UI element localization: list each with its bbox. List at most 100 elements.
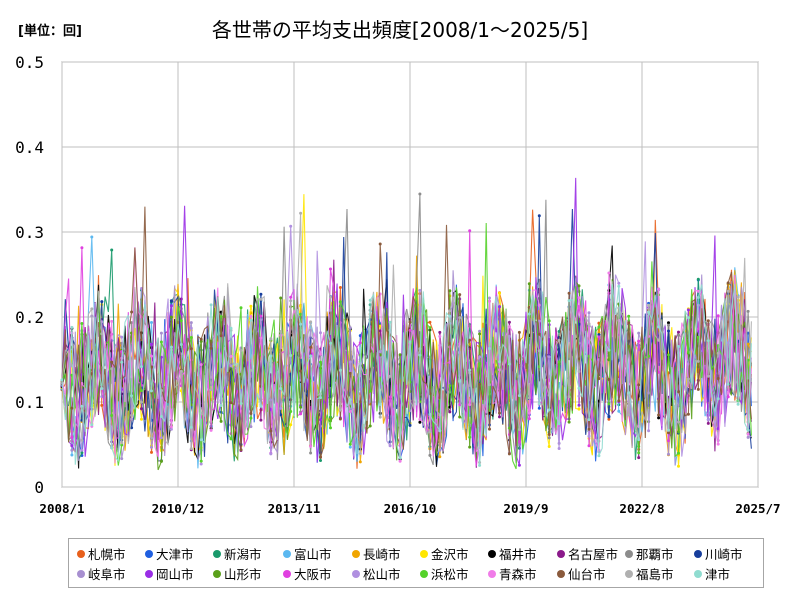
data-point — [557, 360, 561, 364]
data-point — [150, 342, 153, 346]
data-point — [159, 436, 163, 440]
data-point — [70, 453, 74, 457]
data-point — [746, 435, 750, 439]
data-point — [537, 332, 541, 336]
data-point — [597, 335, 601, 339]
legend-marker — [488, 549, 496, 558]
data-point — [289, 295, 293, 299]
data-point — [299, 322, 303, 326]
legend-marker — [625, 569, 633, 578]
data-point — [239, 306, 243, 310]
data-point — [80, 451, 84, 455]
data-point — [219, 419, 223, 423]
data-point — [110, 414, 114, 417]
data-point — [667, 321, 670, 325]
data-point — [189, 326, 193, 330]
data-point — [329, 341, 332, 345]
data-point — [140, 400, 143, 404]
data-point — [219, 404, 223, 407]
data-point — [368, 389, 372, 393]
data-point — [746, 342, 750, 346]
data-point — [657, 325, 661, 329]
data-point — [189, 347, 193, 351]
data-point — [438, 330, 442, 334]
data-point — [537, 406, 541, 410]
data-point — [130, 413, 134, 417]
data-point — [517, 394, 521, 398]
data-point — [627, 413, 631, 417]
data-point — [677, 403, 680, 407]
legend-item: 仙台市 — [557, 564, 606, 583]
data-point — [348, 410, 352, 413]
data-point — [319, 418, 322, 422]
data-point — [140, 365, 143, 369]
x-tick-label: 2008/1 — [39, 501, 84, 516]
data-point — [90, 307, 94, 311]
data-point — [100, 387, 104, 390]
data-point — [289, 299, 293, 303]
data-point — [677, 420, 680, 424]
data-point — [159, 331, 163, 335]
data-point — [338, 417, 342, 421]
data-point — [279, 330, 283, 333]
data-point — [199, 462, 203, 466]
legend-item: 津市 — [694, 564, 730, 583]
data-point — [458, 316, 462, 320]
data-point — [110, 367, 114, 371]
data-point — [219, 315, 223, 318]
data-point — [90, 372, 94, 376]
legend-label: 津市 — [705, 567, 731, 582]
series-line — [61, 213, 752, 463]
data-point — [647, 303, 651, 307]
data-point — [319, 352, 322, 356]
data-point — [70, 444, 74, 448]
legend-label: 大津市 — [156, 547, 194, 562]
legend-item: 長崎市 — [352, 544, 401, 563]
data-point — [358, 347, 362, 351]
data-point — [517, 463, 521, 467]
data-point — [249, 416, 253, 420]
legend-label: 名古屋市 — [568, 547, 619, 562]
data-point — [140, 407, 143, 411]
data-point — [478, 329, 482, 333]
data-point — [468, 324, 472, 328]
data-point — [607, 271, 611, 275]
data-point — [209, 388, 213, 392]
data-point — [448, 314, 452, 318]
data-point — [667, 329, 670, 333]
series-line — [61, 249, 752, 462]
legend-label: 福島市 — [636, 567, 674, 582]
data-point — [388, 444, 392, 448]
data-point — [189, 425, 193, 429]
data-point — [398, 456, 402, 460]
legend-label: 福井市 — [499, 547, 537, 562]
data-point — [279, 296, 283, 300]
legend-item: 新潟市 — [213, 544, 262, 563]
x-tick-label: 2025/7 — [735, 501, 780, 516]
data-point — [358, 341, 362, 345]
data-point — [696, 387, 700, 391]
data-point — [537, 319, 541, 323]
data-point — [309, 345, 313, 349]
data-point — [398, 353, 402, 357]
data-point — [667, 353, 670, 357]
data-point — [100, 403, 104, 407]
data-point — [219, 334, 223, 338]
data-point — [498, 415, 501, 419]
data-point — [428, 453, 432, 457]
data-point — [408, 328, 412, 332]
data-point — [378, 350, 382, 354]
legend-item: 浜松市 — [420, 564, 469, 583]
data-point — [677, 345, 680, 348]
legend-item: 札幌市 — [77, 544, 126, 563]
data-point — [319, 459, 322, 462]
data-point — [726, 395, 730, 399]
series-line — [61, 247, 752, 464]
legend-marker — [77, 569, 85, 578]
data-point — [438, 429, 442, 433]
data-point — [150, 450, 153, 454]
data-point — [667, 439, 670, 443]
data-point — [418, 288, 422, 292]
data-point — [348, 326, 352, 330]
data-point — [726, 391, 730, 395]
